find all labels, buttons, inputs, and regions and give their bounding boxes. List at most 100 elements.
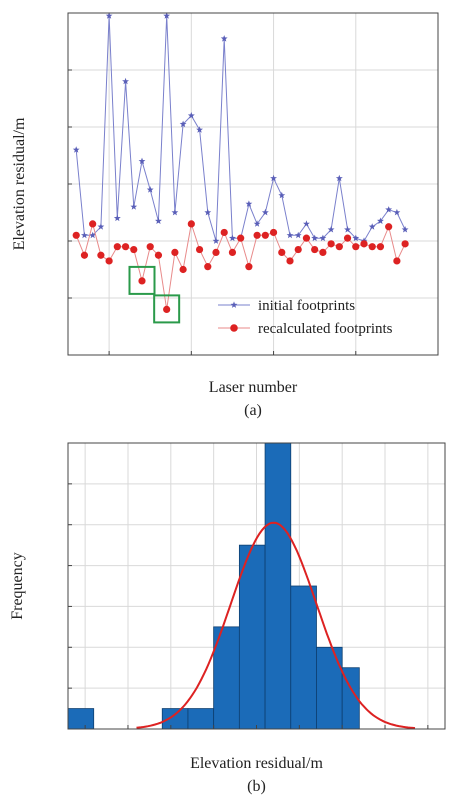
initial-point <box>155 217 162 224</box>
initial-point <box>368 223 376 230</box>
initial-point <box>138 157 146 165</box>
initial-point <box>335 174 343 182</box>
panel-b-y-axis-label: Frequency <box>9 552 26 620</box>
legend-recalculated-marker <box>230 324 238 332</box>
panel-b-x-axis-label: Elevation residual/m <box>190 755 323 772</box>
initial-point <box>270 174 277 182</box>
initial-point <box>130 203 138 210</box>
legend-star-marker <box>230 301 238 308</box>
recalculated-point <box>228 248 237 256</box>
initial-point <box>319 234 327 242</box>
highlight-box <box>153 294 181 324</box>
recalculated-point <box>294 245 302 254</box>
panel-b-ticks <box>68 442 429 730</box>
initial-point <box>212 237 220 244</box>
recalculated-point <box>154 251 163 259</box>
panel-a: initial footprints recalculated footprin… <box>11 12 439 419</box>
panel-b-caption: (b) <box>247 778 266 795</box>
recalculated-point <box>204 263 212 271</box>
recalculated-point <box>302 234 311 242</box>
recalculated-point <box>376 243 385 251</box>
initial-point <box>327 226 335 233</box>
highlight-box <box>128 265 156 295</box>
legend-initial-marker <box>230 301 238 308</box>
recalculated-point <box>195 245 204 254</box>
recalculated-point <box>72 231 80 239</box>
recalculated-point <box>385 223 393 231</box>
recalculated-point <box>130 245 138 254</box>
initial-point <box>81 231 88 239</box>
panel-a-grid <box>68 12 439 356</box>
panel-a-ticks <box>68 12 439 356</box>
initial-point <box>122 77 129 85</box>
initial-point <box>146 186 154 193</box>
recalculated-point <box>319 248 327 256</box>
recalculated-point <box>335 243 343 251</box>
histogram-bar <box>264 442 292 730</box>
initial-point <box>393 208 401 216</box>
panel-a-x-axis-label: Laser number <box>209 379 298 396</box>
recalculated-point <box>393 257 401 265</box>
recalculated-point <box>401 240 409 248</box>
recalculated-point <box>212 248 220 256</box>
initial-point <box>261 208 269 216</box>
histogram-bar <box>67 708 95 730</box>
initial-point <box>352 234 360 242</box>
histogram-bar <box>213 626 240 730</box>
recalculated-point <box>253 231 261 239</box>
initial-point <box>220 35 228 42</box>
recalculated-point <box>360 240 368 248</box>
initial-point <box>311 234 319 242</box>
initial-point <box>89 231 97 239</box>
legend-initial-label: initial footprints <box>258 298 355 314</box>
initial-point <box>278 191 286 199</box>
recalculated-point <box>343 234 352 242</box>
recalculated-point <box>352 243 360 251</box>
initial-point <box>97 223 105 230</box>
recalculated-point <box>89 220 97 228</box>
panel-b: Elevation residual/m Frequency (b) <box>9 442 446 795</box>
recalculated-point <box>278 248 286 256</box>
recalculated-point <box>171 248 179 256</box>
recalculated-point <box>163 305 171 313</box>
panel-a-caption: (a) <box>244 402 262 419</box>
panel-b-normal-fit-curve <box>136 521 416 730</box>
recalculated-point <box>138 277 146 285</box>
initial-point <box>163 12 171 19</box>
initial-point <box>303 220 310 227</box>
initial-point <box>179 120 187 128</box>
histogram-bar <box>187 708 215 730</box>
recalculated-point <box>245 263 253 271</box>
initial-point <box>113 214 121 222</box>
recalculated-point <box>237 234 245 242</box>
recalculated-point <box>80 251 89 259</box>
recalculated-point <box>121 243 130 251</box>
recalculated-point <box>113 243 121 251</box>
panel-a-series <box>72 12 409 313</box>
initial-point <box>187 112 195 119</box>
recalculated-point <box>220 228 228 237</box>
initial-point <box>171 208 179 216</box>
recalculated-point <box>146 243 154 251</box>
histogram-bar <box>316 646 343 730</box>
panel-a-legend: initial footprints recalculated footprin… <box>218 298 393 337</box>
legend-recalculated-label: recalculated footprints <box>258 321 393 337</box>
recalculated-point <box>269 228 278 237</box>
recalculated-point <box>368 243 376 251</box>
histogram-bar <box>161 708 189 730</box>
panel-b-bars <box>67 442 360 730</box>
initial-point <box>377 217 384 224</box>
histogram-bar <box>238 544 266 730</box>
initial-point <box>344 226 351 233</box>
panel-a-highlight-boxes <box>128 265 181 324</box>
recalculated-point <box>261 231 269 239</box>
initial-point <box>196 126 203 133</box>
initial-point <box>385 206 393 213</box>
initial-point <box>105 12 113 19</box>
recalculated-point <box>311 245 319 254</box>
initial-point <box>401 226 409 233</box>
initial-point <box>72 146 80 153</box>
initial-point <box>294 231 302 239</box>
panel-a-y-axis-label: Elevation residual/m <box>11 117 28 250</box>
